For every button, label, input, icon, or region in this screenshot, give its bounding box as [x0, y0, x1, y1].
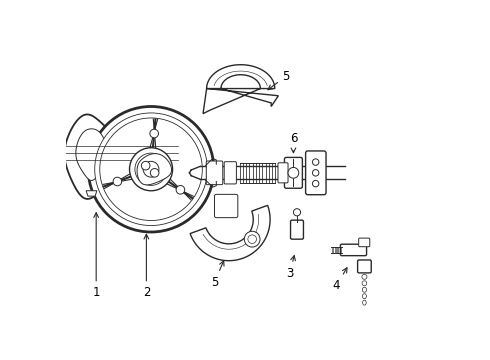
Text: 5: 5 [211, 261, 224, 289]
Circle shape [95, 113, 207, 226]
Polygon shape [137, 154, 172, 185]
Text: 1: 1 [93, 213, 100, 300]
Polygon shape [203, 65, 278, 114]
FancyBboxPatch shape [341, 244, 367, 256]
Circle shape [176, 185, 185, 194]
FancyBboxPatch shape [224, 162, 236, 184]
Text: 6: 6 [290, 132, 297, 153]
Ellipse shape [363, 300, 366, 305]
Circle shape [150, 168, 159, 177]
FancyBboxPatch shape [358, 260, 371, 273]
Circle shape [313, 180, 319, 187]
Circle shape [288, 167, 299, 178]
Polygon shape [76, 129, 107, 180]
FancyBboxPatch shape [278, 163, 288, 183]
Polygon shape [190, 205, 270, 261]
FancyBboxPatch shape [285, 157, 302, 188]
Text: 5: 5 [268, 69, 290, 90]
FancyBboxPatch shape [291, 220, 303, 239]
Circle shape [245, 231, 260, 247]
Circle shape [135, 153, 167, 185]
Ellipse shape [362, 281, 367, 286]
Text: 3: 3 [286, 256, 295, 280]
Text: 4: 4 [333, 268, 347, 292]
Ellipse shape [363, 294, 367, 299]
Circle shape [129, 148, 172, 191]
Circle shape [294, 209, 300, 216]
Ellipse shape [362, 287, 367, 292]
Circle shape [313, 159, 319, 165]
FancyBboxPatch shape [215, 194, 238, 218]
Ellipse shape [362, 274, 367, 279]
FancyBboxPatch shape [206, 161, 223, 185]
Circle shape [88, 107, 214, 232]
Circle shape [100, 118, 202, 221]
Text: 2: 2 [143, 234, 150, 300]
Polygon shape [86, 191, 97, 196]
FancyBboxPatch shape [306, 151, 326, 195]
Circle shape [113, 177, 122, 186]
Circle shape [143, 161, 159, 177]
Circle shape [141, 161, 150, 170]
FancyBboxPatch shape [359, 238, 370, 247]
Circle shape [313, 170, 319, 176]
Circle shape [150, 129, 158, 138]
Polygon shape [65, 114, 119, 199]
Circle shape [248, 235, 256, 243]
